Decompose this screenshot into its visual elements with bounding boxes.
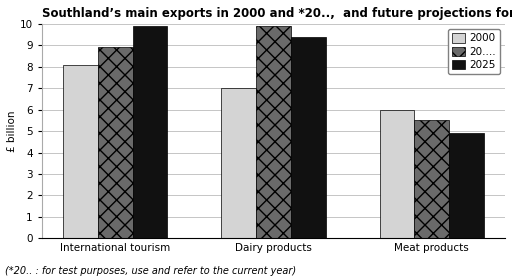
Bar [291,37,326,238]
Legend: 2000, 20...., 2025: 2000, 20...., 2025 [448,29,500,74]
Text: (*20.. : for test purposes, use and refer to the current year): (*20.. : for test purposes, use and refe… [5,266,296,276]
Bar [221,88,256,238]
Bar [98,47,133,238]
Bar [379,110,414,238]
Bar [133,26,167,238]
Bar [63,65,98,238]
Y-axis label: £ billion: £ billion [7,110,17,152]
Text: Southland’s main exports in 2000 and *20..,  and future projections for 2025: Southland’s main exports in 2000 and *20… [42,7,512,20]
Bar [414,121,449,238]
Bar [449,133,484,238]
Bar [256,26,291,238]
